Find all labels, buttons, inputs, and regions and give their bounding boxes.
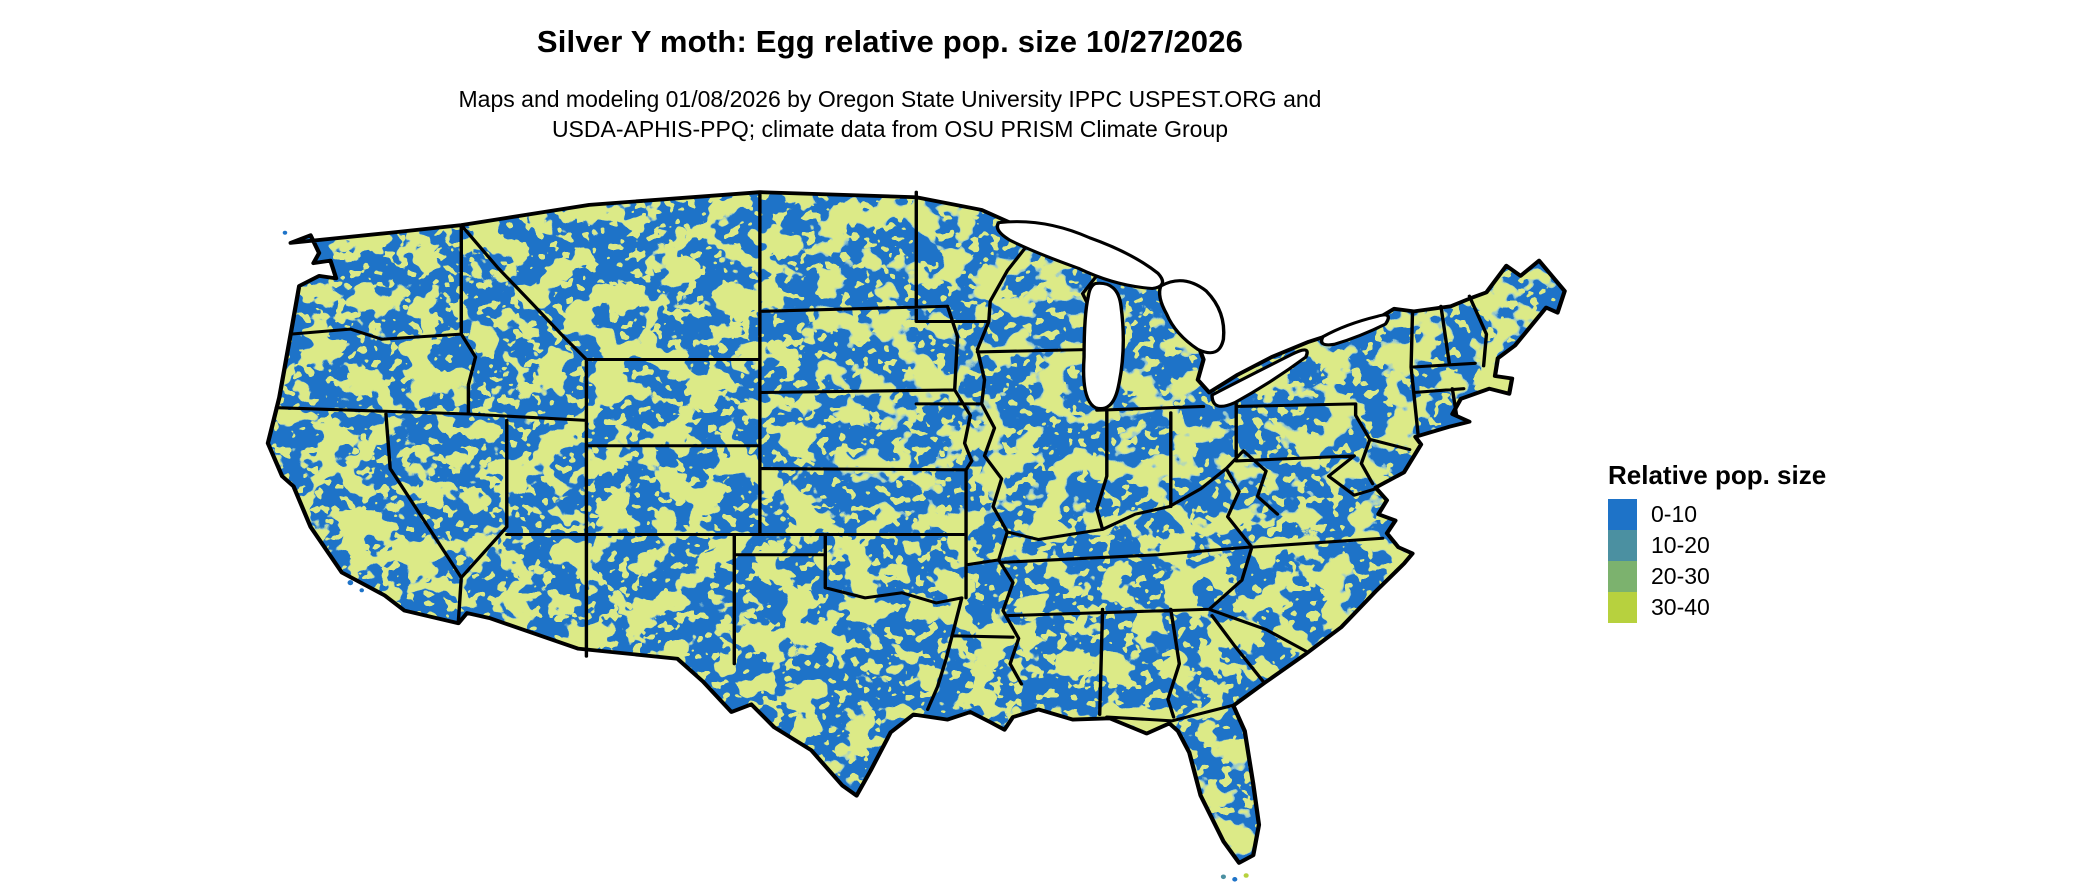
legend-swatch-20-30 bbox=[1608, 561, 1637, 592]
legend-swatch-30-40 bbox=[1608, 592, 1637, 623]
florida-keys-dot-2 bbox=[1232, 877, 1238, 882]
legend-swatch-10-20 bbox=[1608, 530, 1637, 561]
legend-label-30-40: 30-40 bbox=[1651, 594, 1710, 620]
us-outline bbox=[265, 190, 1567, 865]
island-dot-northwest bbox=[282, 230, 288, 235]
lake-superior bbox=[995, 220, 1165, 291]
speckle-fine-dust bbox=[267, 192, 1565, 863]
florida-keys-dot-1 bbox=[1220, 874, 1226, 880]
legend-item-20-30: 20-30 bbox=[1608, 561, 1868, 592]
page-title: Silver Y moth: Egg relative pop. size 10… bbox=[536, 24, 1244, 59]
florida-keys-dot-3 bbox=[1243, 873, 1249, 878]
legend-label-10-20: 10-20 bbox=[1651, 532, 1710, 558]
offshore-islands bbox=[282, 230, 1249, 882]
lake-ontario bbox=[1319, 313, 1391, 347]
page-subtitle: Maps and modeling 01/08/2026 by Oregon S… bbox=[0, 84, 1780, 144]
legend-label-20-30: 20-30 bbox=[1651, 563, 1710, 589]
lake-huron bbox=[1157, 279, 1226, 355]
channel-island-dot-2 bbox=[359, 588, 365, 593]
subtitle-line-1: Maps and modeling 01/08/2026 by Oregon S… bbox=[458, 86, 1322, 112]
legend-item-30-40: 30-40 bbox=[1608, 592, 1868, 623]
subtitle-line-2: USDA-APHIS-PPQ; climate data from OSU PR… bbox=[551, 116, 1229, 142]
legend: Relative pop. size 0-10 10-20 20-30 30-4… bbox=[1608, 460, 1868, 623]
legend-title: Relative pop. size bbox=[1608, 460, 1827, 490]
great-lakes bbox=[995, 220, 1391, 411]
legend-label-0-10: 0-10 bbox=[1651, 501, 1698, 527]
us-map-svg bbox=[265, 190, 1567, 882]
lake-erie bbox=[1210, 348, 1309, 408]
legend-swatch-0-10 bbox=[1608, 499, 1637, 530]
state-borders bbox=[274, 190, 1489, 723]
raster-speckle-layers bbox=[267, 192, 1565, 863]
legend-item-10-20: 10-20 bbox=[1608, 530, 1868, 561]
channel-island-dot-1 bbox=[347, 580, 354, 586]
lake-michigan bbox=[1081, 281, 1126, 411]
legend-item-0-10: 0-10 bbox=[1608, 499, 1868, 530]
